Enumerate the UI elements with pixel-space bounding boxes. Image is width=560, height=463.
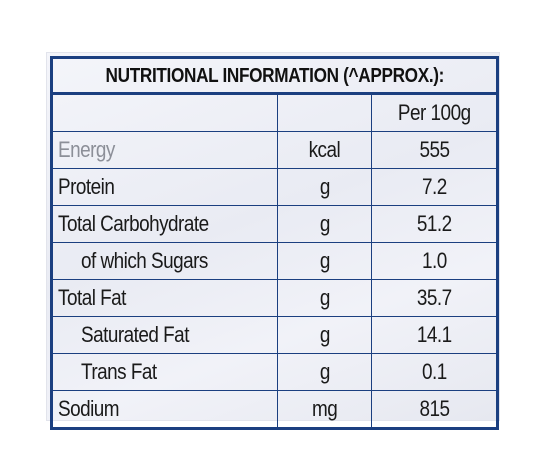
row-unit: mg [277,390,372,429]
row-name: Trans Fat [51,353,278,391]
table-row: Saturated Fat g 14.1 [51,316,499,354]
row-unit: g [277,168,372,206]
row-name: Saturated Fat [51,316,278,354]
row-value: 555 [370,131,499,169]
table-title-row: NUTRITIONAL INFORMATION (^APPROX.): [50,57,499,95]
row-unit: g [277,242,372,280]
row-value: 35.7 [370,279,499,317]
row-name: Protein [51,168,278,206]
row-unit: g [277,205,372,243]
row-value: 14.1 [370,316,499,354]
row-name: Sodium [51,390,278,429]
row-unit: g [277,316,372,354]
nutrition-label: NUTRITIONAL INFORMATION (^APPROX.): Per … [47,53,500,430]
table-row: Sodium mg 815 [51,390,499,429]
row-name: of which Sugars [51,242,278,280]
row-value: 7.2 [370,168,499,206]
row-unit: kcal [277,131,372,169]
nutrition-table: NUTRITIONAL INFORMATION (^APPROX.): Per … [50,56,500,430]
row-unit: g [277,353,372,391]
table-row: Total Fat g 35.7 [51,279,499,317]
row-value: 815 [370,390,499,429]
table-row: Protein g 7.2 [51,168,499,206]
table-header-row: Per 100g [51,93,499,132]
header-name-cell [51,93,278,132]
table-title: NUTRITIONAL INFORMATION (^APPROX.): [50,57,499,95]
row-value: 1.0 [370,242,499,280]
header-per-100g: Per 100g [370,93,499,132]
table-row: Trans Fat g 0.1 [51,353,499,391]
table-row: Energy kcal 555 [51,131,499,169]
row-name: Total Carbohydrate [51,205,278,243]
row-value: 51.2 [370,205,499,243]
row-value: 0.1 [370,353,499,391]
row-unit: g [277,279,372,317]
table-row: Total Carbohydrate g 51.2 [51,205,499,243]
table-row: of which Sugars g 1.0 [51,242,499,280]
row-name: Energy [51,131,278,169]
row-name: Total Fat [51,279,278,317]
header-unit-cell [277,93,372,132]
